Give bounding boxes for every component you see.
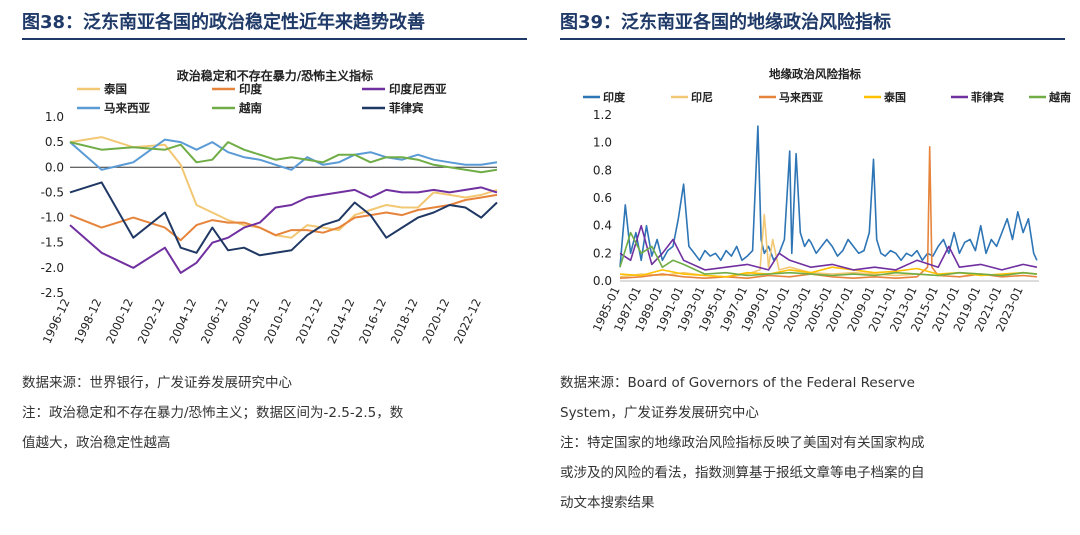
y-tick-label: -0.5 (41, 185, 64, 199)
series-line-印度 (69, 193, 498, 242)
figure-39-source-line1: 数据来源：Board of Governors of the Federal R… (560, 375, 915, 391)
series-line-泰国 (69, 136, 498, 239)
chart-title: 地缘政治风险指标 (769, 67, 861, 81)
x-tick-label: 2006-12 (198, 296, 231, 345)
y-tick-label: 1.2 (593, 108, 612, 122)
x-tick-label: 1998-12 (71, 296, 104, 345)
series-line-菲律宾 (69, 181, 498, 257)
x-tick-label: 2014-12 (324, 296, 357, 345)
x-tick-label: 2004-12 (166, 296, 199, 345)
figure-39-note-line3: 动文本搜索结果 (560, 495, 655, 511)
x-tick-label: 1996-12 (40, 296, 73, 345)
x-tick-label: 2020-12 (419, 296, 452, 345)
series-line-马来西亚 (619, 146, 1037, 279)
figure-39-panel: 图39：泛东南亚各国的地缘政治风险指标 地缘政治风险指标印度 印尼 马来西亚 泰国 菲律… (555, 0, 1080, 535)
legend-label: 马来西亚 (104, 101, 150, 115)
figure-39-note-line1: 注：特定国家的地缘政治风险指标反映了美国对有关国家构成 (560, 435, 925, 451)
legend-label: 越南 (238, 101, 262, 115)
x-tick-label: 2008-12 (229, 296, 262, 345)
y-tick-label: 0.4 (593, 219, 612, 233)
legend-label: 马来西亚 (779, 90, 823, 104)
y-tick-label: -2.0 (41, 261, 64, 275)
figure-38-note-line2: 值越大，政治稳定性越高 (22, 435, 171, 451)
series-line-马来西亚 (69, 138, 498, 171)
figure-39-title: 图39：泛东南亚各国的地缘政治风险指标 (560, 12, 892, 33)
x-tick-label: 2016-12 (356, 296, 389, 345)
legend-label: 印尼 (691, 91, 713, 104)
figure-38-title: 图38：泛东南亚各国的政治稳定性近年来趋势改善 (22, 12, 426, 33)
legend-label: 印度 (239, 82, 262, 96)
figure-39-note-line2: 或涉及的风险的看法，指数测算基于报纸文章等电子档案的自 (560, 465, 925, 481)
x-tick-label: 2000-12 (103, 296, 136, 345)
y-tick-label: 1.0 (593, 136, 612, 150)
legend-label: 越南 (1048, 90, 1071, 104)
y-tick-label: 1.0 (45, 110, 64, 124)
chart-title: 政治稳定和不存在暴力/恐怖主义指标 (177, 68, 373, 83)
series-line-印度尼西亚 (69, 186, 498, 274)
figure-38-source: 数据来源：世界银行，广发证券发展研究中心 (22, 375, 292, 391)
y-tick-label: 0.8 (593, 163, 612, 177)
figure-39-source-line2: System，广发证券发展研究中心 (560, 405, 759, 421)
legend-label: 菲律宾 (389, 101, 424, 115)
y-tick-label: 0.0 (593, 274, 612, 288)
x-tick-label: 2012-12 (293, 296, 326, 345)
y-tick-label: -1.5 (41, 236, 64, 250)
y-tick-label: 0.6 (593, 191, 612, 205)
series-line-菲律宾 (619, 224, 1038, 271)
y-tick-label: 0.5 (45, 135, 64, 149)
figure-38-note-line1: 注：政治稳定和不存在暴力/恐怖主义；数据区间为-2.5-2.5，数 (22, 405, 404, 421)
legend-label: 印度 (603, 90, 626, 104)
legend-label: 菲律宾 (971, 90, 1004, 104)
x-tick-label: 2022-12 (451, 296, 484, 345)
x-tick-label: 2018-12 (388, 296, 421, 345)
series-line-印度 (619, 125, 1038, 268)
legend-label: 泰国 (883, 90, 906, 104)
legend-label: 泰国 (103, 82, 127, 96)
y-tick-label: -1.0 (41, 211, 64, 225)
series-line-越南 (69, 141, 498, 174)
x-tick-label: 2010-12 (261, 296, 294, 345)
legend-label: 印度尼西亚 (389, 82, 447, 96)
series-line-越南 (619, 231, 1037, 277)
figure-38-title-rule (22, 38, 527, 40)
y-tick-label: -2.5 (41, 286, 64, 300)
figure-38-panel: 图38：泛东南亚各国的政治稳定性近年来趋势改善 政治稳定和不存在暴力/恐怖主义指… (22, 12, 527, 451)
figure-39-title-rule (560, 38, 1065, 40)
y-tick-label: 0.2 (593, 246, 612, 260)
y-tick-label: 0.0 (45, 160, 64, 174)
x-tick-label: 2002-12 (135, 296, 168, 345)
series-line-泰国 (619, 266, 1037, 278)
